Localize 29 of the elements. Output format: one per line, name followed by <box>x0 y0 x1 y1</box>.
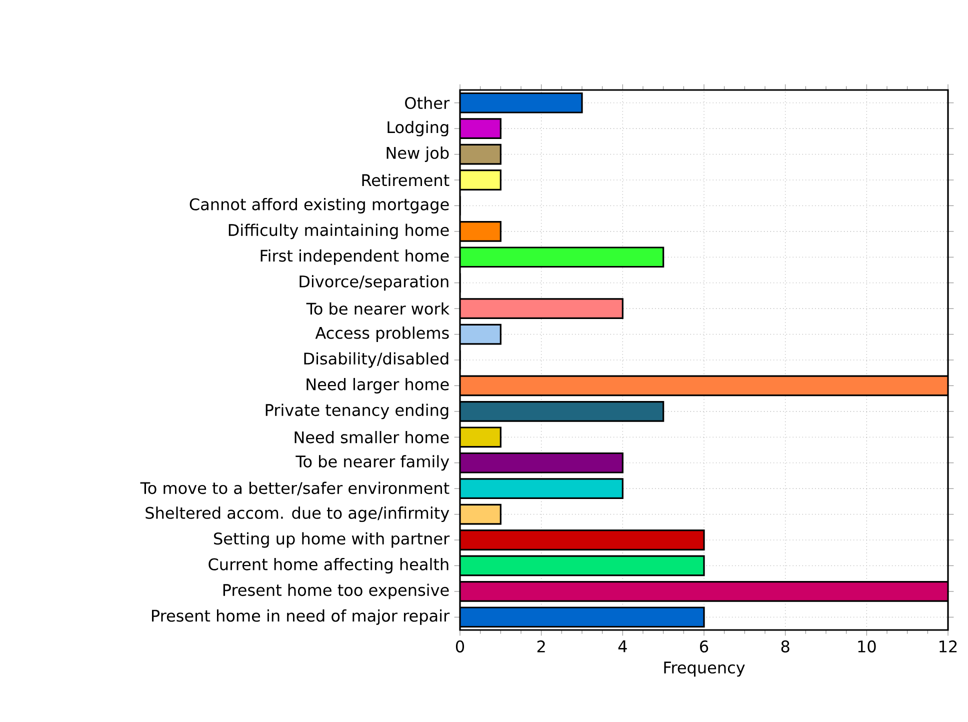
x-tick-label: 2 <box>537 640 545 652</box>
y-tick-label: Present home too expensive <box>223 584 449 600</box>
y-tick-label: To move to a better/safer environment <box>140 482 450 496</box>
y-tick-label: Private tenancy ending <box>266 404 448 420</box>
x-tick-label: 0 <box>456 640 464 653</box>
y-tick-label: Access problems <box>315 326 449 342</box>
y-tick-label: To be nearer work <box>306 302 450 315</box>
x-axis-title: Frequency <box>664 662 745 677</box>
x-tick-label: 10 <box>858 640 876 653</box>
y-tick-label: Difficulty maintaining home <box>228 224 449 240</box>
y-tick-label: Lodging <box>388 120 448 136</box>
y-tick-label: Need larger home <box>306 378 449 394</box>
y-tick-label: Setting up home with partner <box>214 532 450 548</box>
x-tick-label: 6 <box>700 640 708 653</box>
y-tick-label: New job <box>386 146 449 162</box>
y-tick-label: To be nearer family <box>296 455 450 471</box>
y-tick-label: Divorce/separation <box>300 275 448 291</box>
y-tick-label: Retirement <box>362 174 450 186</box>
y-tick-label: Disability/disabled <box>304 352 448 368</box>
y-tick-label: Current home affecting health <box>208 558 448 574</box>
x-tick-label: 8 <box>781 640 790 653</box>
x-tick-label: 12 <box>940 640 957 652</box>
y-tick-label: Need smaller home <box>294 430 449 444</box>
y-tick-label: First independent home <box>260 249 449 265</box>
y-tick-label: Other <box>405 96 450 110</box>
y-tick-label: Cannot afford existing mortgage <box>190 198 449 214</box>
y-tick-label: Present home in need of major repair <box>152 609 450 625</box>
y-tick-label: Sheltered accom. due to age/infirmity <box>146 506 450 522</box>
x-tick-label: 4 <box>618 640 627 652</box>
